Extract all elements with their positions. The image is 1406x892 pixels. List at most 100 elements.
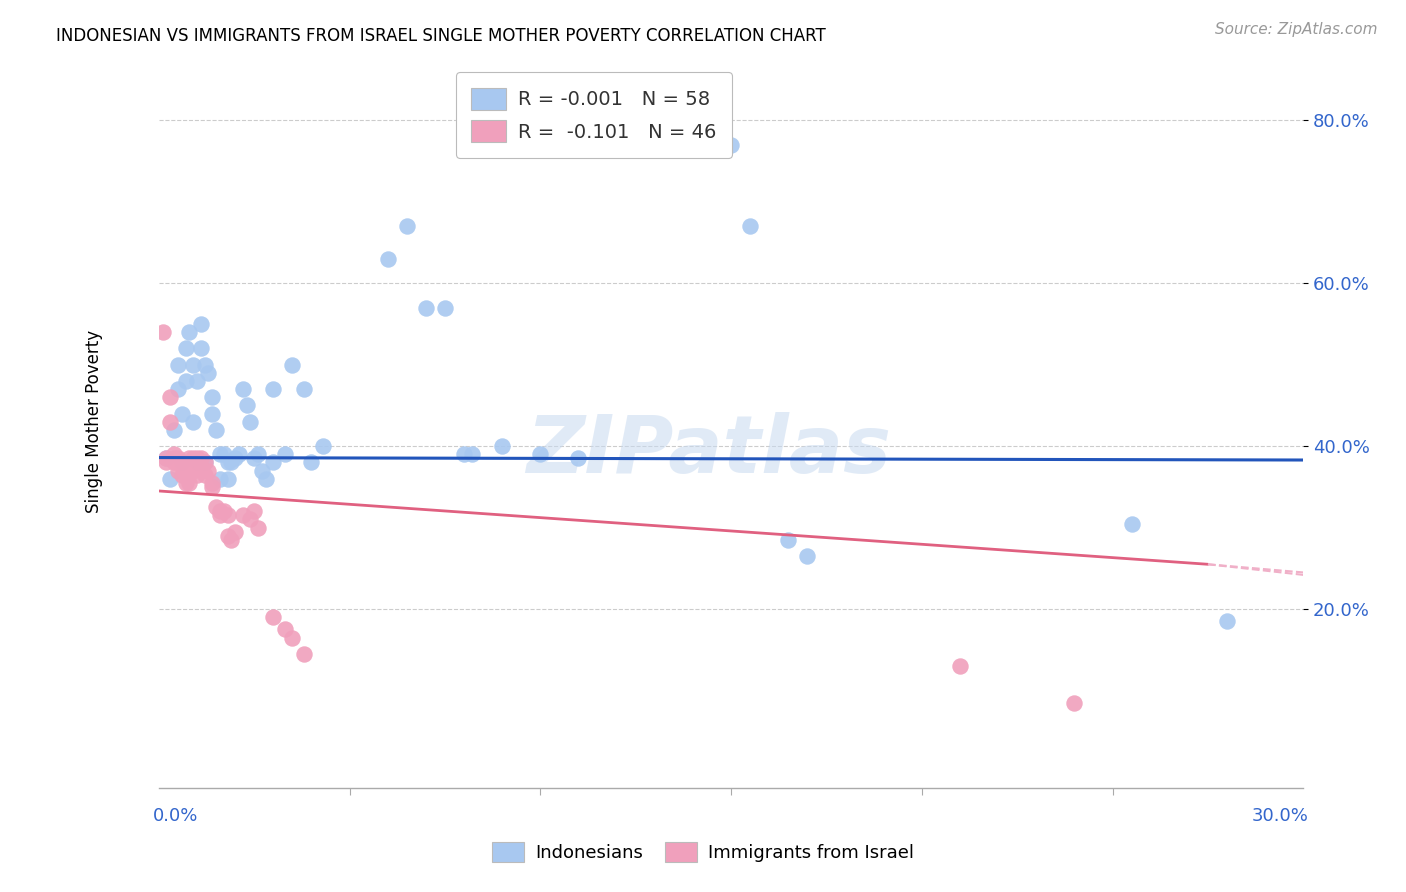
Point [155,455,177,469]
Point [274,623,297,637]
Point [301,455,323,469]
Point [208,472,231,486]
Point [281,631,304,645]
Point [395,219,418,234]
Point [190,317,212,331]
Point [205,423,228,437]
Point [212,504,235,518]
Point [159,415,181,429]
Point [221,533,243,547]
Text: 0.0%: 0.0% [153,806,198,824]
Point [186,451,208,466]
Point [167,382,190,396]
Point [529,447,551,461]
Point [194,455,217,469]
Point [186,374,208,388]
Text: 30.0%: 30.0% [1253,806,1309,824]
Point [181,358,204,372]
Y-axis label: Single Mother Poverty: Single Mother Poverty [86,330,103,513]
Point [274,447,297,461]
Point [235,399,257,413]
Point [205,500,228,515]
Point [155,451,177,466]
Point [201,390,224,404]
Point [1216,615,1239,629]
Point [163,447,186,461]
Point [217,508,239,523]
Point [254,472,277,486]
Point [194,455,217,469]
Point [197,366,219,380]
Point [167,455,190,469]
Point [247,447,270,461]
Point [312,439,335,453]
Point [740,219,762,234]
Legend: R = -0.001   N = 58, R =  -0.101   N = 46: R = -0.001 N = 58, R = -0.101 N = 46 [456,72,733,158]
Point [217,472,239,486]
Point [720,137,742,152]
Text: Source: ZipAtlas.com: Source: ZipAtlas.com [1215,22,1378,37]
Point [167,358,190,372]
Point [239,512,262,526]
Point [1121,516,1143,531]
Point [194,358,217,372]
Legend: Indonesians, Immigrants from Israel: Indonesians, Immigrants from Israel [485,834,921,870]
Point [217,529,239,543]
Point [190,459,212,474]
Point [491,439,513,453]
Point [152,325,174,339]
Point [1063,696,1085,710]
Point [174,475,197,490]
Point [170,407,193,421]
Point [208,504,231,518]
Point [163,451,186,466]
Point [155,451,177,466]
Point [208,508,231,523]
Point [194,467,217,482]
Point [170,455,193,469]
Point [179,325,201,339]
Point [212,447,235,461]
Point [167,464,190,478]
Point [433,301,456,315]
Point [243,504,266,518]
Point [415,301,437,315]
Point [190,451,212,466]
Point [181,451,204,466]
Point [460,447,482,461]
Point [208,447,231,461]
Point [453,447,475,461]
Point [567,451,589,466]
Point [174,374,197,388]
Point [186,455,208,469]
Point [224,524,246,539]
Point [262,382,284,396]
Point [163,455,186,469]
Point [170,455,193,469]
Point [949,659,972,673]
Point [174,342,197,356]
Point [228,447,250,461]
Point [167,451,190,466]
Point [239,415,262,429]
Point [232,508,254,523]
Point [197,464,219,478]
Point [181,415,204,429]
Point [159,472,181,486]
Point [163,423,186,437]
Point [224,451,246,466]
Point [186,467,208,482]
Point [796,549,818,563]
Point [778,533,800,547]
Point [179,451,201,466]
Point [262,610,284,624]
Point [201,475,224,490]
Point [190,342,212,356]
Point [262,455,284,469]
Text: ZIPatlas: ZIPatlas [526,412,890,490]
Point [232,382,254,396]
Point [281,358,304,372]
Point [170,467,193,482]
Point [292,647,315,661]
Point [250,464,273,478]
